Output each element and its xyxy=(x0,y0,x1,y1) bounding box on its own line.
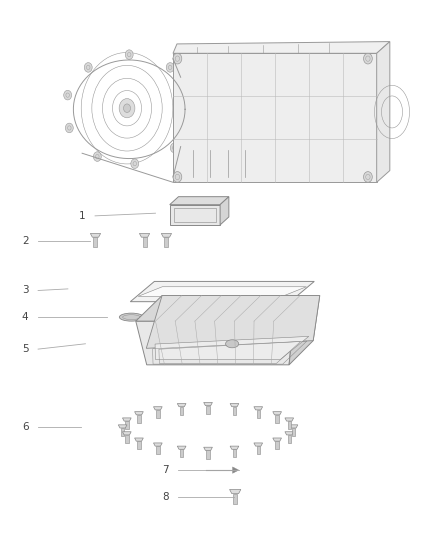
Polygon shape xyxy=(230,403,239,407)
Polygon shape xyxy=(206,450,210,458)
Circle shape xyxy=(173,172,182,182)
Polygon shape xyxy=(164,237,169,247)
Polygon shape xyxy=(233,467,239,473)
Text: 5: 5 xyxy=(22,344,28,354)
Text: 4: 4 xyxy=(22,312,28,322)
Polygon shape xyxy=(118,425,127,428)
Polygon shape xyxy=(161,233,172,237)
Circle shape xyxy=(188,114,196,124)
Circle shape xyxy=(187,90,195,100)
Polygon shape xyxy=(254,443,263,446)
Polygon shape xyxy=(90,233,101,237)
Polygon shape xyxy=(276,415,279,423)
Polygon shape xyxy=(134,438,143,441)
Polygon shape xyxy=(123,432,131,435)
Text: 6: 6 xyxy=(22,423,28,432)
Polygon shape xyxy=(206,406,210,414)
Ellipse shape xyxy=(119,313,143,321)
Polygon shape xyxy=(285,432,293,435)
Polygon shape xyxy=(230,446,239,449)
Polygon shape xyxy=(146,295,320,349)
Polygon shape xyxy=(136,295,320,321)
Polygon shape xyxy=(139,233,150,237)
Polygon shape xyxy=(204,447,212,450)
Polygon shape xyxy=(153,407,162,410)
Polygon shape xyxy=(180,449,184,457)
Polygon shape xyxy=(233,494,237,504)
Polygon shape xyxy=(170,197,229,205)
Polygon shape xyxy=(121,428,124,436)
Circle shape xyxy=(124,104,131,112)
Polygon shape xyxy=(156,446,159,454)
Polygon shape xyxy=(93,237,98,247)
Polygon shape xyxy=(177,403,186,407)
Polygon shape xyxy=(377,42,390,182)
Circle shape xyxy=(93,152,101,161)
Text: 1: 1 xyxy=(79,211,85,221)
Polygon shape xyxy=(173,42,390,53)
Polygon shape xyxy=(257,446,260,454)
Circle shape xyxy=(364,172,372,182)
Polygon shape xyxy=(134,411,143,415)
Polygon shape xyxy=(273,411,282,415)
Polygon shape xyxy=(153,443,162,446)
Polygon shape xyxy=(257,410,260,418)
Polygon shape xyxy=(177,446,186,449)
Polygon shape xyxy=(220,197,229,225)
Polygon shape xyxy=(273,438,282,441)
Polygon shape xyxy=(180,407,184,415)
Polygon shape xyxy=(125,435,128,443)
Polygon shape xyxy=(292,428,295,436)
Circle shape xyxy=(170,143,178,152)
Text: 7: 7 xyxy=(162,465,169,475)
Ellipse shape xyxy=(226,340,239,348)
Polygon shape xyxy=(289,425,298,428)
Circle shape xyxy=(173,53,182,64)
Polygon shape xyxy=(288,421,291,429)
Polygon shape xyxy=(123,418,131,421)
Polygon shape xyxy=(173,53,377,182)
Polygon shape xyxy=(254,407,263,410)
Polygon shape xyxy=(276,441,279,449)
Polygon shape xyxy=(289,295,320,365)
Circle shape xyxy=(119,99,135,118)
Ellipse shape xyxy=(202,307,219,313)
Circle shape xyxy=(166,62,174,72)
Circle shape xyxy=(65,123,73,133)
Polygon shape xyxy=(155,336,309,359)
Polygon shape xyxy=(230,489,241,494)
Polygon shape xyxy=(131,281,314,302)
Circle shape xyxy=(84,62,92,72)
Polygon shape xyxy=(170,205,220,225)
Polygon shape xyxy=(136,321,293,365)
Text: 2: 2 xyxy=(22,236,28,246)
Polygon shape xyxy=(138,287,307,296)
Ellipse shape xyxy=(162,307,179,313)
Circle shape xyxy=(125,50,133,59)
Polygon shape xyxy=(125,421,128,429)
Polygon shape xyxy=(233,449,236,457)
Circle shape xyxy=(131,159,139,168)
Polygon shape xyxy=(233,407,236,415)
Polygon shape xyxy=(288,435,291,443)
Polygon shape xyxy=(204,402,212,406)
Circle shape xyxy=(64,90,71,100)
Polygon shape xyxy=(137,441,141,449)
Polygon shape xyxy=(285,418,293,421)
Circle shape xyxy=(364,53,372,64)
Polygon shape xyxy=(137,415,141,423)
Text: 3: 3 xyxy=(22,286,28,295)
Polygon shape xyxy=(156,410,159,418)
Text: 8: 8 xyxy=(162,492,169,502)
Polygon shape xyxy=(142,237,147,247)
